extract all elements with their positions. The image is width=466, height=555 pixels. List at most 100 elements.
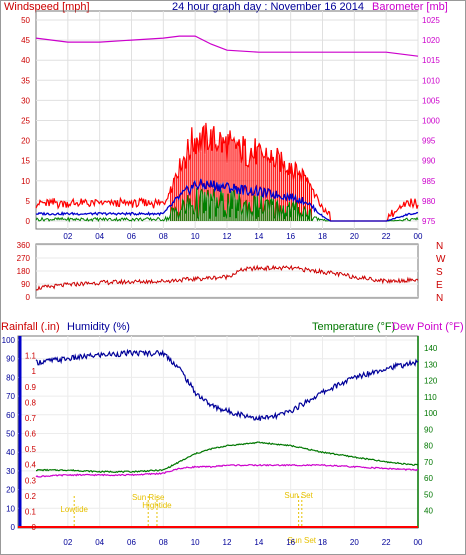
humidity-y-tick: 30	[6, 467, 15, 476]
rain-y-tick: 1.1	[25, 352, 37, 361]
direction-y-tick: 270	[17, 254, 31, 263]
temperature-label: Temperature (°F)	[312, 321, 395, 333]
humidity-x-tick: 16	[286, 538, 295, 547]
humidity-x-tick: 04	[95, 538, 104, 547]
wind-y-tick: 45	[21, 36, 30, 45]
wind-x-tick: 02	[63, 232, 72, 241]
humidity-grid	[18, 336, 419, 528]
wind-y-tick: 20	[21, 137, 30, 146]
humidity-y-tick: 20	[6, 486, 15, 495]
rain-y-tick: 1	[32, 367, 37, 376]
baro-y-tick: 990	[422, 157, 436, 166]
rain-y-tick: 0.4	[25, 461, 37, 470]
temperature-y-tick: 60	[424, 474, 433, 483]
rain-y-tick: 0.6	[25, 430, 37, 439]
humidity-label: Humidity (%)	[67, 321, 130, 333]
rain-label: Rainfall (.in)	[1, 321, 60, 333]
baro-y-tick: 1000	[422, 117, 440, 126]
wind-y-tick: 30	[21, 96, 30, 105]
compass-label: N	[436, 293, 443, 304]
direction-y-tick: 0	[26, 293, 31, 302]
temperature-y-tick: 100	[424, 409, 438, 418]
wind-y-tick: 5	[26, 197, 31, 206]
humidity-x-tick: 02	[63, 538, 72, 547]
rain-y-tick: 0.2	[25, 492, 37, 501]
wind-direction-line	[35, 264, 419, 291]
wind-x-tick: 10	[191, 232, 200, 241]
humidity-x-tick: 06	[127, 538, 136, 547]
humidity-y-tick: 90	[6, 355, 15, 364]
event-marker-label: Sun Set	[288, 536, 317, 545]
humidity-y-tick: 80	[6, 373, 15, 382]
humidity-y-tick: 70	[6, 392, 15, 401]
rain-y-tick: 0.1	[25, 507, 37, 516]
humidity-x-tick: 18	[318, 538, 327, 547]
wind-y-tick: 15	[21, 157, 30, 166]
humidity-x-tick: 08	[159, 538, 168, 547]
humidity-x-tick: 10	[191, 538, 200, 547]
baro-y-tick: 975	[422, 217, 436, 226]
direction-y-tick: 360	[17, 241, 31, 250]
humidity-y-tick: 0	[11, 523, 16, 532]
rain-y-tick: 0.5	[25, 445, 37, 454]
humidity-x-tick: 14	[254, 538, 263, 547]
graph-title: 24 hour graph day : November 16 2014	[172, 1, 364, 13]
temperature-y-tick: 140	[424, 344, 438, 353]
temperature-y-tick: 90	[424, 425, 433, 434]
wind-x-tick: 16	[286, 232, 295, 241]
temperature-y-tick: 80	[424, 442, 433, 451]
humidity-line	[35, 348, 419, 421]
compass-label: W	[436, 254, 446, 265]
compass-label: E	[436, 280, 443, 291]
humidity-x-tick: 00	[414, 538, 423, 547]
wind-x-tick: 04	[95, 232, 104, 241]
rain-y-tick: 0	[32, 523, 37, 532]
wind-x-tick: 14	[254, 232, 263, 241]
wind-x-tick: 06	[127, 232, 136, 241]
baro-y-tick: 1015	[422, 56, 440, 65]
wind-x-tick: 18	[318, 232, 327, 241]
temperature-y-tick: 130	[424, 360, 438, 369]
humidity-y-tick: 10	[6, 504, 15, 513]
direction-y-tick: 90	[21, 280, 30, 289]
baro-y-tick: 1025	[422, 16, 440, 25]
baro-title: Barometer [mb]	[372, 1, 448, 13]
humidity-x-tick: 22	[382, 538, 391, 547]
wind-y-tick: 10	[21, 177, 30, 186]
wind-y-tick: 35	[21, 76, 30, 85]
barometer-line	[35, 35, 419, 57]
wind-y-tick: 25	[21, 117, 30, 126]
baro-y-tick: 980	[422, 197, 436, 206]
dewpoint-line	[35, 463, 419, 478]
event-marker-label: Sun Rise	[132, 493, 165, 502]
rain-y-tick: 0.3	[25, 476, 37, 485]
baro-y-tick: 995	[422, 137, 436, 146]
temperature-y-tick: 120	[424, 377, 438, 386]
wind-x-tick: 12	[223, 232, 232, 241]
rain-y-tick: 0.8	[25, 398, 37, 407]
direction-grid	[36, 244, 418, 298]
wind-y-tick: 0	[26, 217, 31, 226]
humidity-y-tick: 40	[6, 448, 15, 457]
baro-y-tick: 985	[422, 177, 436, 186]
wind-x-tick: 08	[159, 232, 168, 241]
wind-x-tick: 22	[382, 232, 391, 241]
temperature-y-tick: 40	[424, 507, 433, 516]
wind-x-tick: 20	[350, 232, 359, 241]
rain-y-tick: 0.9	[25, 383, 37, 392]
wind-y-tick: 50	[21, 16, 30, 25]
compass-label: S	[436, 267, 443, 278]
humidity-x-tick: 20	[350, 538, 359, 547]
wind-title: Windspeed [mph]	[4, 1, 90, 13]
wind-plot	[35, 35, 419, 223]
wind-y-tick: 40	[21, 56, 30, 65]
rain-y-tick: 0.7	[25, 414, 37, 423]
humidity-y-tick: 60	[6, 411, 15, 420]
baro-y-tick: 1010	[422, 76, 440, 85]
event-marker-label: Lowtide	[60, 505, 88, 514]
humidity-x-tick: 12	[223, 538, 232, 547]
axis-labels: 0510152025303540455097598098599099510001…	[2, 16, 446, 547]
wind-x-tick: 00	[414, 232, 423, 241]
